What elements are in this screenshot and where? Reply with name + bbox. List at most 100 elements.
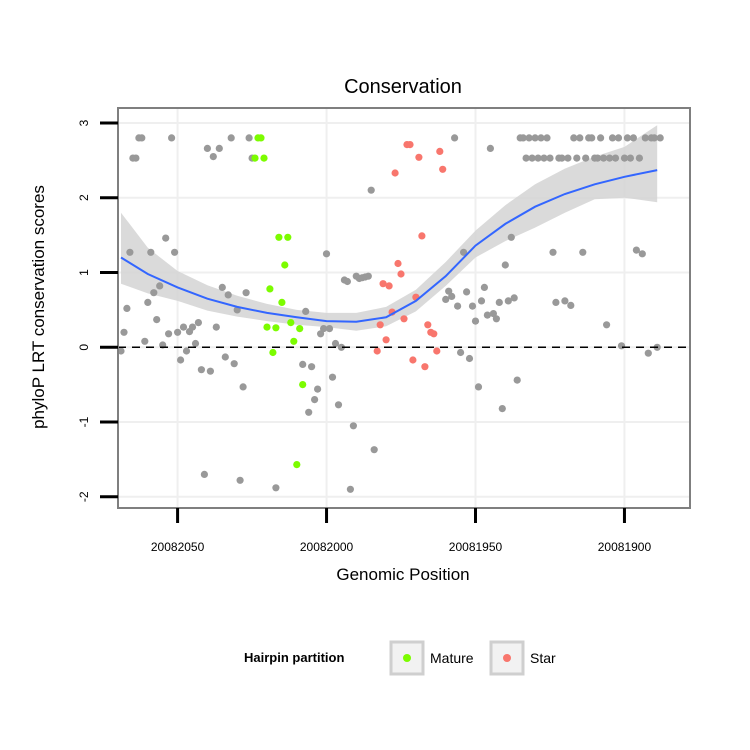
x-tick-label: 20082050 — [151, 540, 205, 554]
point-other — [457, 348, 465, 357]
point-other — [477, 297, 486, 305]
point-star — [439, 165, 447, 173]
point-other — [156, 282, 164, 290]
point-other — [314, 385, 322, 393]
point-star — [382, 336, 390, 344]
point-other — [144, 298, 152, 306]
point-other — [451, 134, 459, 142]
point-star — [406, 141, 414, 149]
point-star — [385, 282, 393, 290]
point-other — [177, 356, 185, 364]
x-axis-title: Genomic Position — [336, 565, 469, 584]
point-other — [236, 476, 244, 484]
point-other — [480, 283, 488, 291]
point-star — [418, 232, 426, 240]
point-other — [498, 405, 506, 413]
point-other — [242, 289, 250, 297]
point-star — [424, 321, 432, 329]
point-mature — [263, 323, 271, 331]
point-other — [519, 134, 527, 142]
point-other — [132, 154, 140, 162]
point-other — [322, 250, 331, 258]
point-other — [540, 154, 548, 162]
point-other — [597, 134, 605, 142]
x-tick-label: 20081950 — [449, 540, 503, 554]
point-other — [522, 154, 530, 162]
point-other — [203, 144, 211, 152]
smooth-line — [120, 169, 658, 323]
point-other — [200, 470, 208, 478]
plot-frame-layer — [117, 107, 691, 509]
point-other — [629, 134, 638, 142]
y-tick-label: -2 — [77, 491, 91, 502]
point-other — [474, 383, 483, 391]
point-other — [245, 134, 253, 142]
plot-frame — [117, 107, 691, 509]
y-tick-label: 1 — [77, 269, 91, 276]
point-other — [468, 302, 477, 310]
point-other — [227, 134, 235, 142]
point-other — [528, 154, 536, 162]
point-other — [632, 246, 641, 254]
point-other — [349, 422, 357, 430]
point-other — [442, 295, 450, 303]
point-star — [397, 270, 405, 278]
point-other — [570, 134, 578, 142]
point-other — [552, 298, 560, 306]
point-other — [638, 250, 646, 258]
point-other — [489, 310, 497, 318]
point-other — [537, 134, 545, 142]
point-other — [507, 233, 515, 241]
y-tick-label: 2 — [77, 194, 91, 201]
point-other — [182, 347, 191, 355]
point-star — [373, 347, 381, 355]
point-other — [325, 325, 334, 333]
point-other — [465, 354, 474, 363]
point-other — [626, 154, 635, 162]
point-other — [486, 144, 494, 152]
point-other — [561, 297, 569, 305]
point-other — [162, 234, 170, 242]
point-other — [346, 485, 354, 493]
point-other — [138, 134, 146, 142]
point-other — [230, 360, 238, 368]
point-other — [299, 360, 307, 368]
point-other — [191, 339, 200, 348]
x-tick-label: 20081900 — [598, 540, 652, 554]
point-star — [421, 363, 429, 371]
point-other — [305, 408, 313, 416]
point-other — [644, 349, 652, 357]
point-star — [394, 259, 402, 268]
point-other — [501, 261, 509, 269]
point-other — [174, 328, 182, 336]
point-other — [311, 396, 319, 404]
points-layer — [117, 134, 664, 493]
point-other — [337, 343, 345, 351]
point-star — [376, 321, 384, 329]
point-other — [534, 154, 542, 162]
point-other — [117, 347, 125, 355]
point-mature — [299, 381, 307, 389]
point-other — [224, 291, 232, 299]
point-other — [120, 328, 128, 336]
point-mature — [290, 337, 298, 345]
point-other — [445, 287, 453, 295]
point-other — [454, 302, 462, 310]
point-other — [588, 134, 596, 142]
point-other — [168, 134, 176, 142]
y-axis-title: phyloP LRT conservation scores — [29, 185, 48, 429]
point-other — [209, 153, 217, 161]
point-other — [212, 323, 220, 331]
chart-title: Conservation — [344, 76, 462, 98]
point-other — [617, 342, 626, 350]
legend-label-mature: Mature — [430, 650, 474, 666]
point-other — [558, 154, 566, 162]
point-other — [564, 154, 572, 162]
point-other — [188, 323, 197, 331]
point-other — [495, 298, 503, 306]
point-mature — [293, 461, 301, 469]
point-other — [656, 134, 664, 142]
point-other — [546, 154, 554, 162]
point-other — [567, 301, 575, 309]
point-mature — [287, 319, 295, 327]
